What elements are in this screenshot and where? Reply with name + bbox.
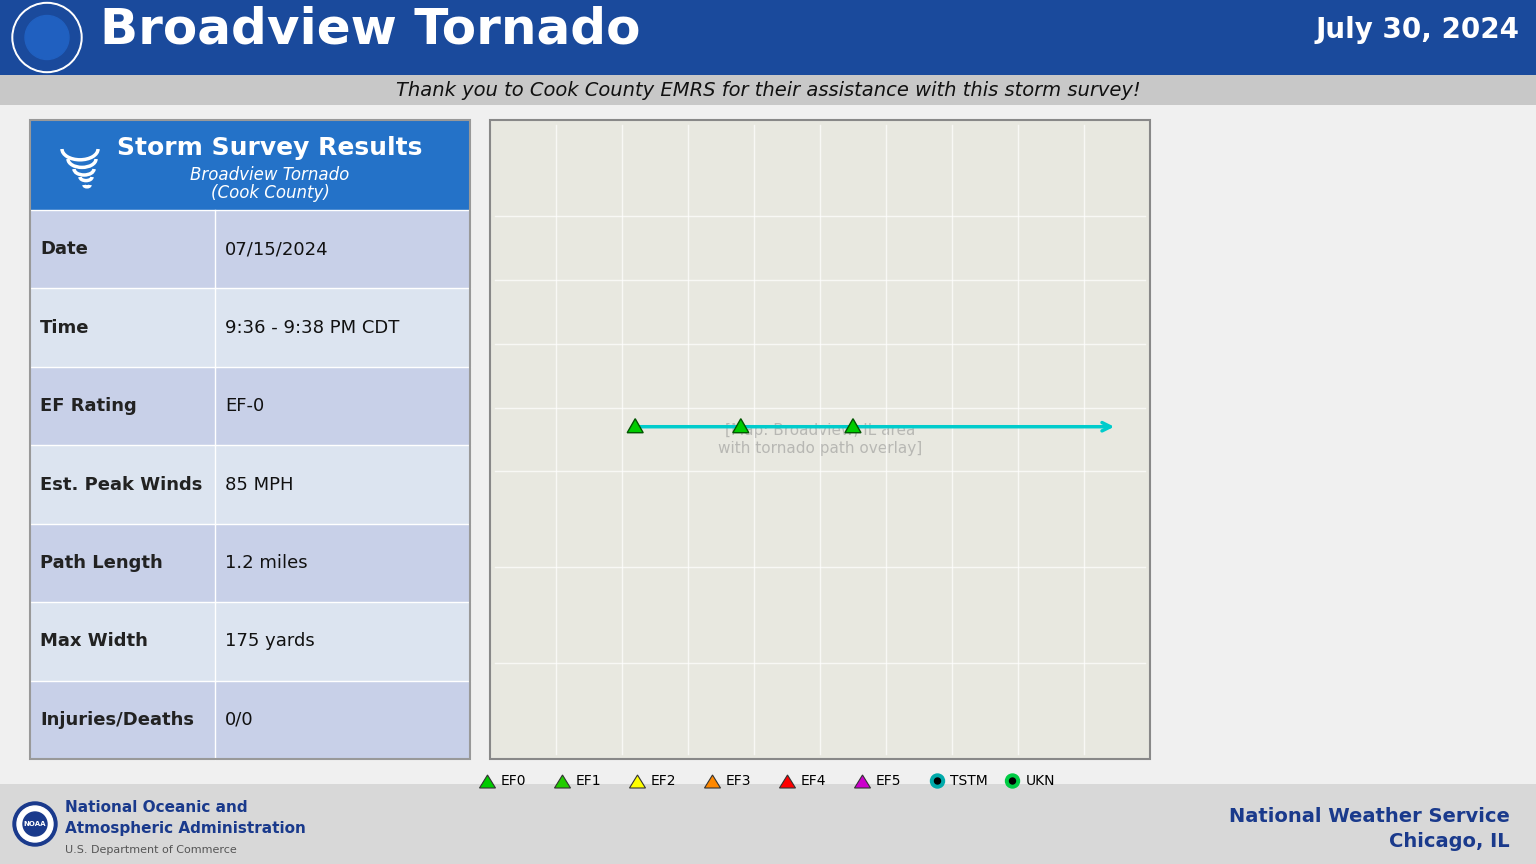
Text: EF5: EF5: [876, 774, 902, 788]
Text: TSTM: TSTM: [951, 774, 988, 788]
Text: Max Width: Max Width: [40, 632, 147, 651]
Text: Date: Date: [40, 240, 88, 258]
Circle shape: [23, 812, 48, 836]
Text: Broadview Tornado: Broadview Tornado: [100, 5, 641, 54]
Circle shape: [25, 16, 69, 60]
FancyBboxPatch shape: [31, 210, 470, 289]
Polygon shape: [630, 775, 645, 788]
Circle shape: [1006, 774, 1020, 788]
Text: Path Length: Path Length: [40, 554, 163, 572]
FancyBboxPatch shape: [31, 681, 470, 759]
Text: EF1: EF1: [576, 774, 601, 788]
Polygon shape: [479, 775, 496, 788]
Text: Broadview Tornado: Broadview Tornado: [190, 166, 350, 184]
Text: July 30, 2024: July 30, 2024: [1316, 16, 1521, 43]
Text: 9:36 - 9:38 PM CDT: 9:36 - 9:38 PM CDT: [224, 319, 399, 337]
Text: National Weather Service: National Weather Service: [1229, 806, 1510, 825]
Text: Thank you to Cook County EMRS for their assistance with this storm survey!: Thank you to Cook County EMRS for their …: [396, 80, 1140, 99]
FancyBboxPatch shape: [31, 524, 470, 602]
Polygon shape: [627, 419, 644, 433]
Circle shape: [14, 4, 80, 71]
Circle shape: [12, 802, 57, 846]
Text: 85 MPH: 85 MPH: [224, 475, 293, 493]
Circle shape: [12, 3, 81, 73]
Text: EF-0: EF-0: [224, 397, 264, 415]
Text: EF Rating: EF Rating: [40, 397, 137, 415]
FancyBboxPatch shape: [0, 0, 1536, 75]
Text: 1.2 miles: 1.2 miles: [224, 554, 307, 572]
Text: EF2: EF2: [651, 774, 676, 788]
Polygon shape: [854, 775, 871, 788]
FancyBboxPatch shape: [490, 120, 1150, 759]
Text: 0/0: 0/0: [224, 711, 253, 729]
Polygon shape: [705, 775, 720, 788]
FancyBboxPatch shape: [0, 75, 1536, 105]
Text: 175 yards: 175 yards: [224, 632, 315, 651]
Text: Chicago, IL: Chicago, IL: [1390, 832, 1510, 851]
Text: [Map: Broadview, IL area
with tornado path overlay]: [Map: Broadview, IL area with tornado pa…: [717, 423, 922, 455]
Text: Storm Survey Results: Storm Survey Results: [117, 136, 422, 160]
Text: Est. Peak Winds: Est. Peak Winds: [40, 475, 203, 493]
Text: (Cook County): (Cook County): [210, 184, 329, 202]
Circle shape: [17, 806, 54, 842]
Text: EF4: EF4: [800, 774, 826, 788]
FancyBboxPatch shape: [31, 445, 470, 524]
Polygon shape: [733, 419, 748, 433]
Text: U.S. Department of Commerce: U.S. Department of Commerce: [65, 845, 237, 854]
Text: 07/15/2024: 07/15/2024: [224, 240, 329, 258]
Circle shape: [934, 778, 940, 784]
Text: UKN: UKN: [1026, 774, 1055, 788]
FancyBboxPatch shape: [31, 120, 470, 210]
Text: Injuries/Deaths: Injuries/Deaths: [40, 711, 194, 729]
Text: Atmospheric Administration: Atmospheric Administration: [65, 821, 306, 835]
Text: EF0: EF0: [501, 774, 525, 788]
Polygon shape: [845, 419, 862, 433]
Circle shape: [931, 774, 945, 788]
FancyBboxPatch shape: [31, 289, 470, 367]
Text: Time: Time: [40, 319, 89, 337]
FancyBboxPatch shape: [31, 367, 470, 445]
Polygon shape: [779, 775, 796, 788]
Text: NOAA: NOAA: [23, 821, 46, 827]
FancyBboxPatch shape: [31, 602, 470, 681]
Text: EF3: EF3: [725, 774, 751, 788]
Text: National Oceanic and: National Oceanic and: [65, 801, 247, 816]
Polygon shape: [554, 775, 570, 788]
Circle shape: [1009, 778, 1015, 784]
FancyBboxPatch shape: [0, 784, 1536, 864]
